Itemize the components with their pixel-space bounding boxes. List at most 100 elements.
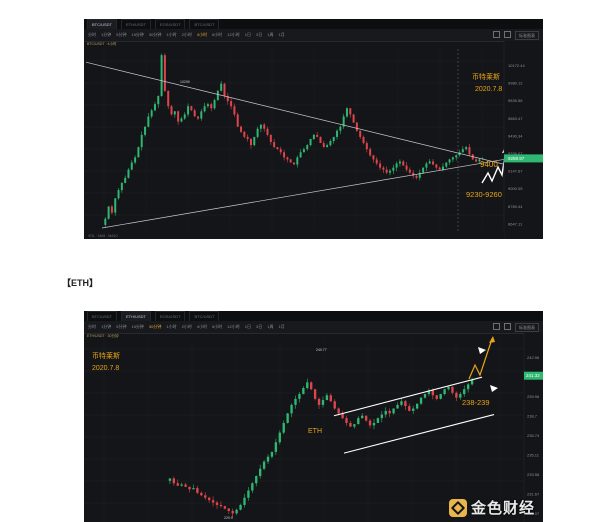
tab-eth[interactable]: ETH/USDT	[121, 311, 151, 321]
candle-body	[220, 83, 223, 91]
last-price-box	[504, 154, 543, 163]
candle-body	[259, 124, 262, 129]
price-axis	[524, 333, 543, 522]
eth-candlestick-chart: ETH/USDT · 30分钟 240.77 229.9 币特莱斯 2020.7.8 ET…	[84, 333, 543, 522]
candle-body	[336, 130, 339, 137]
timeframe-8[interactable]: 6小时	[212, 32, 223, 37]
settings-icon[interactable]	[493, 31, 500, 38]
timeframe-1[interactable]: 1分钟	[101, 324, 112, 329]
timeframe-12[interactable]: 1周	[267, 32, 274, 37]
candle-body	[435, 395, 438, 399]
candle-body	[329, 395, 332, 402]
last-price-label: 241.32	[526, 373, 540, 378]
candle-body	[395, 163, 398, 168]
candle-body	[266, 128, 269, 135]
candle-body	[190, 106, 193, 111]
tab-btc-2[interactable]: BTC/USDT	[189, 311, 220, 321]
candle-body	[345, 418, 348, 423]
timeframe-13[interactable]: 1月	[278, 324, 285, 329]
candle-body	[451, 157, 454, 160]
tab-btc-2[interactable]: BTC/USDT	[189, 19, 220, 29]
timeframe-0[interactable]: 分时	[88, 32, 96, 37]
candle-body	[435, 164, 438, 168]
fullscreen-icon[interactable]	[504, 323, 511, 330]
candle-body	[365, 143, 368, 150]
candle-body	[459, 394, 462, 398]
timeframe-7[interactable]: 4小时	[196, 324, 208, 329]
candle-body	[183, 114, 186, 119]
timeframe-1[interactable]: 1分钟	[101, 32, 112, 37]
candle-body	[447, 386, 450, 390]
tab-btc[interactable]: BTC/USDT	[87, 311, 117, 321]
timeframe-10[interactable]: 1日	[244, 324, 251, 329]
candle-body	[396, 404, 399, 409]
tab-eos[interactable]: EOS/USDT	[155, 311, 186, 321]
timeframe-6[interactable]: 2小时	[181, 32, 192, 37]
candle-body	[302, 149, 305, 153]
price-tick: 9147.67	[508, 169, 523, 174]
timeframe-11[interactable]: 3日	[256, 32, 263, 37]
candle-body	[402, 161, 405, 166]
timeframe-0[interactable]: 分时	[88, 324, 96, 329]
tab-eth[interactable]: ETH/USDT	[121, 19, 151, 29]
timeframe-7[interactable]: 4小时	[196, 32, 208, 37]
timeframe-9[interactable]: 12小时	[227, 32, 240, 37]
timeframe-3[interactable]: 15分钟	[131, 324, 144, 329]
candle-body	[200, 111, 203, 119]
candle-body	[418, 172, 421, 178]
timeframe-6[interactable]: 2小时	[181, 324, 192, 329]
candle-body	[193, 110, 196, 117]
candle-body	[270, 451, 274, 457]
price-tick: 9835.56	[508, 98, 523, 103]
candle-body	[294, 398, 297, 405]
candle-body	[448, 159, 451, 163]
tab-eos[interactable]: EOS/USDT	[155, 19, 186, 29]
btc-tabs: BTC/USDT ETH/USDT EOS/USDT BTC/USDT	[84, 19, 543, 29]
channel-upper-line	[333, 376, 483, 417]
candle-body	[269, 134, 272, 143]
price-tick: 238.7	[527, 414, 538, 419]
timeframe-2[interactable]: 5分钟	[116, 324, 127, 329]
price-tick: 236.74	[527, 433, 540, 438]
chart-style-button[interactable]: 标准图表	[515, 31, 539, 40]
timeframe-3[interactable]: 15分钟	[131, 32, 144, 37]
candle-body	[114, 198, 117, 213]
candle-body	[286, 413, 289, 423]
candle-body	[273, 142, 276, 148]
timeframe-10[interactable]: 1日	[244, 32, 251, 37]
candle-body	[276, 147, 279, 150]
timeframe-13[interactable]: 1月	[278, 32, 285, 37]
eth-section-label: 【ETH】	[62, 278, 99, 288]
time-axis	[84, 231, 504, 239]
fullscreen-icon[interactable]	[504, 31, 511, 38]
candle-body	[375, 159, 378, 164]
candle-body	[215, 502, 219, 505]
timeframe-8[interactable]: 6小时	[212, 324, 223, 329]
candle-body	[251, 483, 254, 491]
candle-body	[332, 136, 335, 141]
candle-body	[203, 106, 206, 112]
timeframe-11[interactable]: 3日	[256, 324, 263, 329]
timeframe-5[interactable]: 1小时	[166, 324, 177, 329]
candle-body	[296, 157, 299, 165]
coin-label: ETH	[308, 428, 322, 435]
timeframe-4[interactable]: 30分钟	[148, 324, 162, 329]
support-range-label: 9230-9260	[466, 190, 502, 199]
timeframe-2[interactable]: 5分钟	[116, 32, 127, 37]
candle-body	[120, 182, 123, 191]
jinse-logo-icon	[448, 498, 467, 517]
settings-icon[interactable]	[493, 323, 500, 330]
timeframe-9[interactable]: 12小时	[227, 324, 240, 329]
timeframe-12[interactable]: 1周	[267, 324, 274, 329]
price-tick: 9490.34	[508, 133, 523, 138]
chart-style-button[interactable]: 标准图表	[515, 323, 539, 332]
candle-body	[247, 490, 250, 498]
price-tick: 9980.12	[508, 81, 523, 86]
timeframe-4[interactable]: 30分钟	[148, 32, 162, 37]
price-tick: 233.58	[527, 472, 540, 477]
timeframe-5[interactable]: 1小时	[166, 32, 177, 37]
candle-body	[144, 126, 147, 135]
candle-body	[233, 106, 236, 115]
candle-body	[322, 143, 325, 148]
tab-btc[interactable]: BTC/USDT	[87, 19, 117, 29]
